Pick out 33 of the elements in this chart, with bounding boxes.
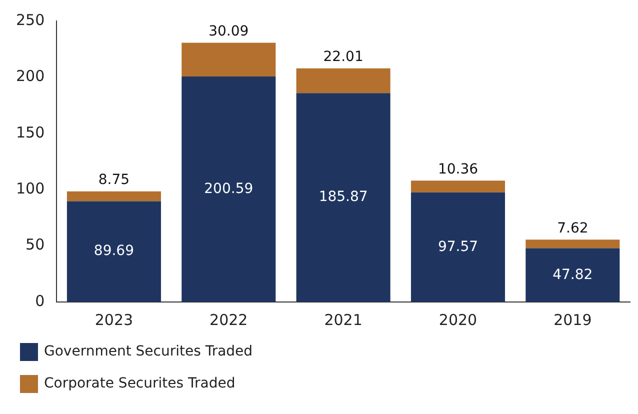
bar	[410, 180, 506, 192]
bar	[182, 76, 276, 302]
x-tick-label: 2020	[438, 310, 478, 329]
bar	[410, 192, 506, 302]
legend-label: Government Securites Traded	[44, 344, 253, 360]
bar	[182, 42, 276, 77]
data-label: 30.09	[208, 23, 249, 40]
data-label: 200.59	[204, 180, 254, 197]
data-label: 8.75	[98, 172, 130, 188]
bar	[526, 248, 620, 302]
y-tick-label: 250	[16, 10, 45, 29]
data-label: 10.36	[438, 161, 478, 178]
x-tick-label: 2022	[210, 310, 248, 329]
legend-label: Corporate Securites Traded	[44, 376, 236, 392]
bar	[296, 68, 390, 94]
bar	[296, 93, 390, 302]
data-label: 7.62	[557, 220, 588, 236]
data-label: 97.57	[438, 238, 478, 255]
bar	[66, 201, 161, 302]
y-tick-label: 0	[35, 292, 45, 310]
y-tick-label: 100	[16, 179, 45, 198]
data-label: 22.01	[323, 48, 364, 65]
data-label: 185.87	[318, 189, 368, 206]
x-tick-label: 2019	[554, 310, 592, 329]
bar	[66, 191, 161, 202]
y-tick-label: 150	[16, 123, 45, 142]
y-tick-label: 200	[16, 67, 45, 86]
x-tick-label: 2023	[94, 310, 134, 329]
data-label: 47.82	[552, 266, 593, 283]
x-tick-label: 2021	[324, 310, 362, 329]
y-tick-label: 50	[26, 236, 45, 254]
bar	[526, 240, 620, 248]
data-label: 89.69	[94, 243, 134, 260]
